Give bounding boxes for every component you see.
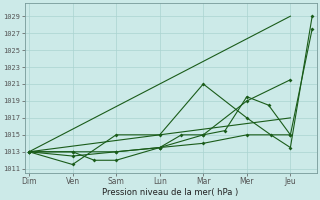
X-axis label: Pression niveau de la mer( hPa ): Pression niveau de la mer( hPa ) <box>102 188 239 197</box>
